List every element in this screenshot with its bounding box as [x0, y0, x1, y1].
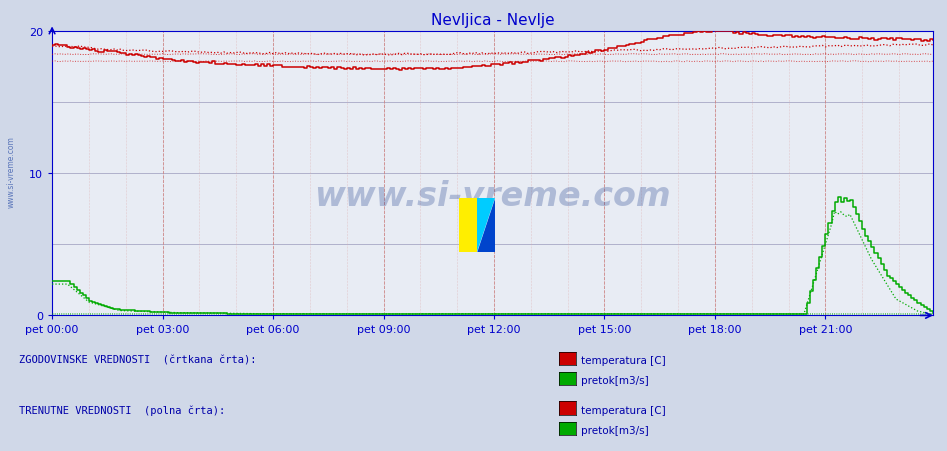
Polygon shape: [459, 198, 477, 253]
Text: ZGODOVINSKE VREDNOSTI  (črtkana črta):: ZGODOVINSKE VREDNOSTI (črtkana črta):: [19, 355, 257, 365]
Text: temperatura [C]: temperatura [C]: [581, 355, 665, 365]
Polygon shape: [477, 198, 495, 253]
Text: temperatura [C]: temperatura [C]: [581, 405, 665, 414]
Text: pretok[m3/s]: pretok[m3/s]: [581, 375, 649, 385]
Text: TRENUTNE VREDNOSTI  (polna črta):: TRENUTNE VREDNOSTI (polna črta):: [19, 404, 225, 414]
Text: pretok[m3/s]: pretok[m3/s]: [581, 425, 649, 435]
Title: Nevljica - Nevlje: Nevljica - Nevlje: [431, 13, 554, 28]
Polygon shape: [477, 198, 495, 253]
Text: www.si-vreme.com: www.si-vreme.com: [7, 135, 16, 207]
Text: www.si-vreme.com: www.si-vreme.com: [314, 180, 670, 213]
